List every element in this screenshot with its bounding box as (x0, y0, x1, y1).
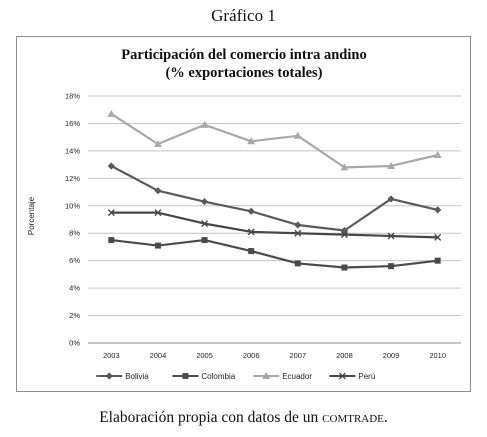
data-point-bolivia (247, 207, 255, 215)
figure-label: Gráfico 1 (211, 6, 276, 25)
series-line-peru (111, 211, 438, 239)
line-chart: Participación del comercio intra andino … (27, 47, 461, 381)
y-tick-label: 16% (65, 119, 80, 128)
x-tick-label: 2009 (383, 351, 400, 360)
data-point-ecuador (433, 151, 442, 159)
x-axis-ticks: 2003 2004 2005 2006 2007 2008 2009 2010 (103, 351, 446, 360)
data-point-peru (340, 231, 348, 239)
data-point-peru (294, 229, 302, 237)
data-point-colombia (108, 237, 115, 244)
data-point-ecuador (387, 161, 396, 169)
x-tick-label: 2007 (289, 351, 306, 360)
x-tick-label: 2010 (429, 351, 446, 360)
data-point-colombia (388, 263, 395, 270)
data-point-bolivia (294, 221, 302, 229)
figure-caption: Elaboración propia con datos de un comtr… (0, 409, 487, 427)
legend-item-ecuador: Ecuador (253, 372, 312, 381)
legend-item-colombia: Colombia (172, 372, 236, 381)
data-series (107, 109, 442, 271)
y-tick-label: 10% (65, 201, 80, 210)
series-line-bolivia (110, 165, 438, 232)
legend-marker (105, 372, 113, 380)
legend-marker (182, 373, 189, 379)
legend: Bolivia Colombia Ecuador Perú (96, 372, 375, 381)
data-point-bolivia (107, 162, 115, 170)
series-line-ecuador (110, 112, 438, 169)
data-point-bolivia (434, 206, 442, 214)
data-point-peru (154, 209, 162, 217)
legend-marker (338, 372, 346, 380)
legend-marker (262, 372, 271, 379)
chart-subtitle: (% exportaciones totales) (165, 65, 322, 81)
data-point-ecuador (247, 137, 256, 145)
y-tick-label: 8% (69, 229, 80, 238)
x-tick-label: 2005 (196, 351, 213, 360)
y-axis-label: Porcentaje (27, 196, 36, 235)
y-tick-label: 12% (65, 174, 80, 183)
data-point-peru (247, 228, 255, 236)
y-tick-label: 18% (65, 92, 80, 101)
chart-frame: Participación del comercio intra andino … (16, 36, 471, 392)
legend-item-bolivia: Bolivia (96, 372, 149, 381)
y-tick-label: 0% (69, 339, 80, 348)
y-tick-label: 4% (69, 284, 80, 293)
legend-label: Ecuador (282, 372, 312, 381)
y-tick-label: 14% (65, 146, 80, 155)
y-axis-ticks: 0% 2% 4% 6% 8% 10% 12% 14% 16% 18% (65, 92, 80, 348)
series-bolivia (107, 162, 442, 235)
caption-source: comtrade. (322, 409, 388, 426)
series-colombia (108, 237, 441, 271)
data-point-colombia (248, 248, 255, 255)
data-point-peru (387, 232, 395, 240)
y-tick-label: 6% (69, 256, 80, 265)
data-point-ecuador (153, 140, 162, 148)
data-point-bolivia (154, 187, 162, 195)
gridlines (88, 95, 461, 344)
x-tick-label: 2006 (243, 351, 260, 360)
data-point-ecuador (200, 120, 209, 128)
legend-label: Bolivia (125, 372, 149, 381)
data-point-ecuador (340, 163, 349, 171)
data-point-peru (434, 233, 442, 241)
series-peru (107, 209, 442, 241)
y-tick-label: 2% (69, 311, 80, 320)
series-line-colombia (111, 238, 438, 269)
legend-label: Colombia (201, 372, 235, 381)
x-tick-label: 2008 (336, 351, 353, 360)
x-tick-label: 2003 (103, 351, 120, 360)
data-point-bolivia (200, 198, 209, 206)
x-tick-label: 2004 (150, 351, 167, 360)
data-point-colombia (341, 264, 348, 271)
caption-text: Elaboración propia con datos de un (99, 409, 319, 426)
data-point-ecuador (107, 109, 116, 117)
data-point-bolivia (387, 195, 395, 203)
data-point-peru (107, 209, 115, 217)
data-point-colombia (154, 242, 161, 249)
series-ecuador (107, 109, 442, 171)
data-point-colombia (294, 260, 301, 267)
legend-item-peru: Perú (329, 372, 375, 381)
legend-label: Perú (358, 372, 375, 381)
data-point-colombia (434, 257, 441, 264)
data-point-colombia (201, 237, 208, 244)
chart-title: Participación del comercio intra andino (121, 47, 366, 63)
data-point-peru (201, 220, 209, 228)
data-point-ecuador (293, 131, 302, 139)
